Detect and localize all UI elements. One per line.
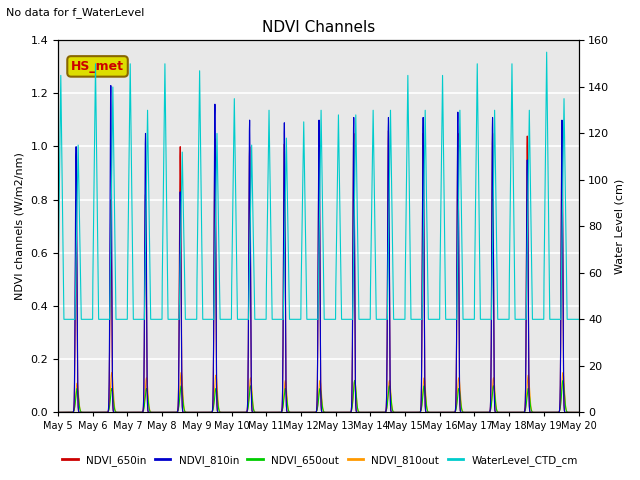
- Y-axis label: Water Level (cm): Water Level (cm): [615, 179, 625, 274]
- Legend: NDVI_650in, NDVI_810in, NDVI_650out, NDVI_810out, WaterLevel_CTD_cm: NDVI_650in, NDVI_810in, NDVI_650out, NDV…: [58, 451, 582, 470]
- Title: NDVI Channels: NDVI Channels: [262, 20, 375, 35]
- Text: HS_met: HS_met: [71, 60, 124, 73]
- Y-axis label: NDVI channels (W/m2/nm): NDVI channels (W/m2/nm): [15, 152, 25, 300]
- Text: No data for f_WaterLevel: No data for f_WaterLevel: [6, 7, 145, 18]
